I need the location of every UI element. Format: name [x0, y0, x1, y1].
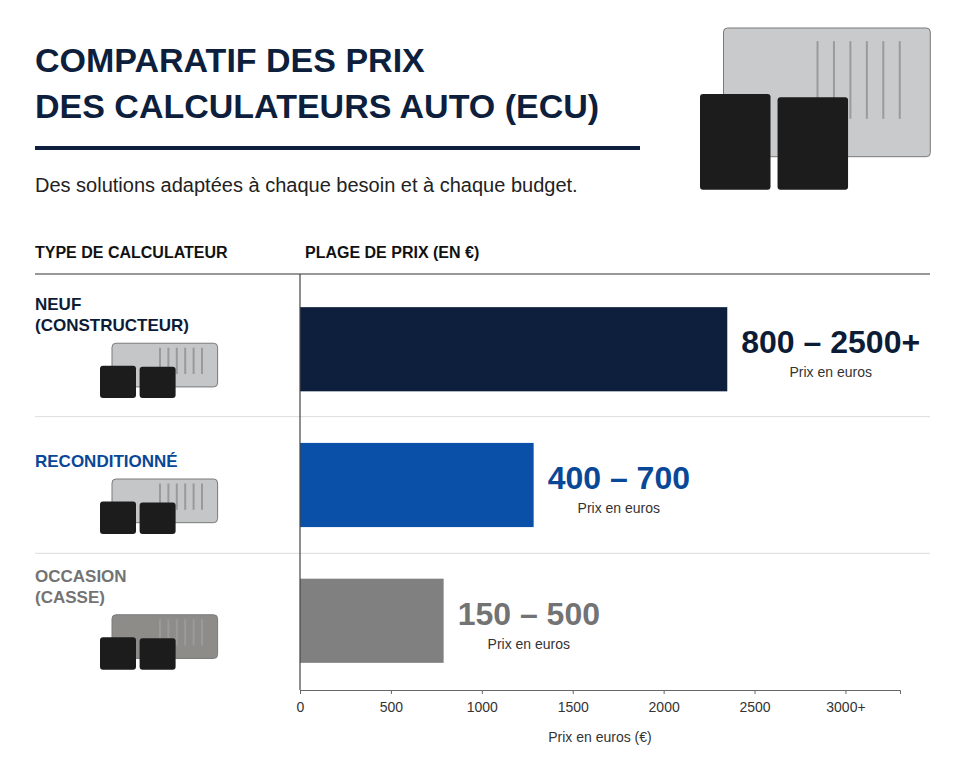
ecu-fin [866, 41, 868, 119]
chart: COMPARATIF DES PRIX DES CALCULATEURS AUTO… [0, 0, 960, 768]
ecu-fin [193, 483, 195, 509]
tick: 2500 [739, 690, 770, 715]
tick: 1000 [467, 690, 498, 715]
title-rule [35, 146, 640, 150]
tick-label: 3000+ [826, 699, 865, 715]
x-axis: 0 500 1000 1500 2000 2500 3000+ [297, 690, 901, 715]
tick: 500 [380, 690, 404, 715]
tick-label: 500 [380, 699, 404, 715]
category-label: OCCASION(CASSE) [35, 567, 127, 607]
ecu-connector [100, 366, 136, 398]
row-separator [35, 416, 930, 417]
ecu-fin [184, 483, 186, 509]
tick-mark [573, 690, 574, 694]
ecu-icon [100, 479, 218, 534]
tick-mark [391, 690, 392, 694]
tick-mark [755, 690, 756, 694]
tick-mark [845, 690, 846, 694]
tick-label: 0 [297, 699, 305, 715]
ecu-fin [201, 619, 203, 645]
ecu-connector [100, 501, 136, 533]
tick-mark [664, 690, 665, 694]
ecu-connector [140, 503, 176, 534]
tick-mark [482, 690, 483, 694]
ecu-fin [882, 41, 884, 119]
title: DES CALCULATEURS AUTO (ECU) [35, 87, 599, 125]
axis-line [301, 691, 901, 695]
range-caption: Prix en euros [789, 364, 871, 380]
bar [300, 443, 534, 527]
bar [300, 307, 727, 391]
ecu-fin [176, 348, 178, 374]
header-rule [35, 273, 930, 274]
ecu-fin [184, 348, 186, 374]
tick-mark [300, 690, 301, 694]
tick-label: 2000 [649, 699, 680, 715]
ecu-icon [700, 28, 930, 190]
bars [300, 307, 727, 663]
ecu-connector [778, 97, 849, 189]
tick-label: 2500 [739, 699, 770, 715]
range-caption: Prix en euros [578, 500, 660, 516]
title: COMPARATIF DES PRIX [35, 41, 425, 79]
ecu-connector [140, 638, 176, 669]
tick-label: 1000 [467, 699, 498, 715]
range-caption: Prix en euros [488, 636, 570, 652]
ecu-fin [201, 483, 203, 509]
category-label: NEUF(CONSTRUCTEUR) [35, 295, 189, 335]
ecu-connector [100, 637, 136, 669]
column-header: PLAGE DE PRIX (EN €) [305, 244, 479, 261]
ecu-fin [849, 41, 851, 119]
tick: 3000+ [826, 690, 865, 715]
tick: 0 [297, 690, 305, 715]
category-label: RECONDITIONNÉ [35, 452, 178, 471]
ecu-fin [899, 41, 901, 119]
range-label: 400 – 700 [548, 460, 690, 496]
baseline [299, 274, 300, 690]
ecu-fin [201, 348, 203, 374]
range-label: 800 – 2500+ [741, 324, 920, 360]
ecu-connector [140, 367, 176, 398]
bar [300, 579, 444, 663]
ecu-fin [176, 483, 178, 509]
ecu-fin [193, 348, 195, 374]
ecu-connector [700, 94, 771, 190]
ecu-fin [193, 619, 195, 645]
subtitle: Des solutions adaptées à chaque besoin e… [35, 174, 578, 196]
ecu-icon [100, 615, 218, 670]
x-axis-title: Prix en euros (€) [548, 729, 651, 745]
tick: 1500 [558, 690, 589, 715]
tick: 2000 [649, 690, 680, 715]
ecu-fin [184, 619, 186, 645]
ecu-fin [176, 619, 178, 645]
tick-label: 1500 [558, 699, 589, 715]
range-label: 150 – 500 [458, 596, 600, 632]
ecu-icon [100, 343, 218, 398]
column-header: TYPE DE CALCULATEUR [35, 244, 228, 261]
row-separator [35, 553, 930, 554]
